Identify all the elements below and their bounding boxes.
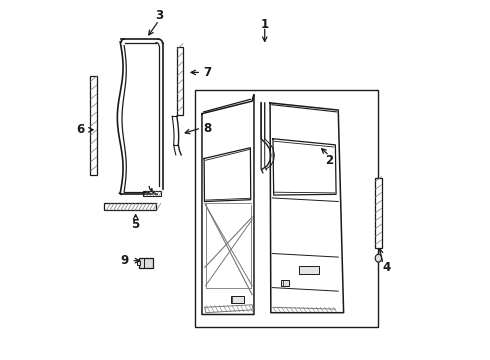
Bar	[231, 296, 245, 303]
Bar	[299, 266, 318, 274]
Bar	[137, 261, 140, 265]
Text: 6: 6	[76, 123, 85, 136]
Bar	[139, 258, 153, 268]
Text: 3: 3	[155, 9, 163, 22]
Text: 5: 5	[131, 218, 140, 231]
Ellipse shape	[375, 254, 382, 262]
Bar	[104, 203, 156, 211]
Bar	[195, 90, 378, 327]
Text: 1: 1	[261, 18, 269, 31]
Text: 4: 4	[383, 261, 391, 274]
Bar	[90, 76, 97, 175]
Text: 7: 7	[203, 66, 211, 79]
Bar	[375, 178, 382, 248]
Bar	[177, 47, 183, 116]
Text: 8: 8	[203, 122, 212, 135]
Text: 2: 2	[325, 154, 333, 167]
Bar	[143, 191, 161, 196]
Text: 9: 9	[121, 254, 129, 267]
Bar	[281, 280, 289, 286]
